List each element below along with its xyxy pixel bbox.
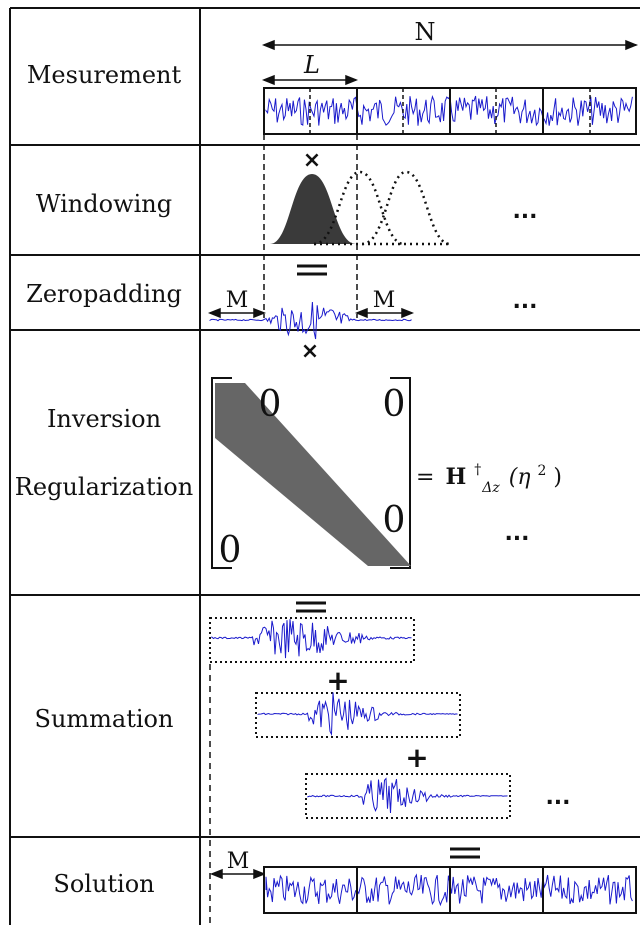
- n-label: N: [415, 18, 436, 46]
- l-label: L: [303, 51, 320, 79]
- solution-waveform: [265, 873, 633, 907]
- matrix-zero-mid-right: 0: [383, 500, 406, 541]
- summation-box-2: [255, 692, 461, 738]
- zeropadding-ellipsis: ...: [512, 289, 537, 314]
- stage-label-windowing: Windowing: [35, 190, 173, 218]
- table-grid: [9, 7, 640, 925]
- matrix-zero-bottom-left: 0: [219, 530, 242, 571]
- inversion-ellipsis: ...: [504, 521, 529, 546]
- stage-label-regularization: Regularization: [14, 473, 194, 501]
- window-dotted-3: [361, 170, 451, 246]
- m-left-label: M: [226, 288, 249, 313]
- m-solution-arrow: [209, 868, 267, 880]
- times-symbol-inversion: ×: [301, 339, 319, 364]
- summation-waveform-2: [257, 692, 458, 737]
- equals-zeropadding: [297, 264, 327, 276]
- stage-label-inversion: Inversion: [46, 405, 162, 433]
- segment-midlines: [309, 88, 591, 134]
- stage-label-zeropadding: Zeropadding: [26, 280, 182, 308]
- summation-ellipsis: ...: [545, 785, 570, 810]
- stage-label-summation: Summation: [34, 705, 174, 733]
- matrix-zero-top-left: 0: [259, 384, 282, 425]
- matrix-brackets: [211, 377, 411, 569]
- m-right-arrow: [354, 307, 415, 319]
- m-left-arrow: [207, 307, 267, 319]
- equals-summation: [296, 601, 326, 613]
- inversion-row: × 0 0 0 0 = H † Δz (η 2 ) ...: [211, 339, 562, 571]
- solution-row: M: [209, 847, 637, 914]
- zeropadded-waveform: [209, 301, 412, 340]
- stage-label-measurement: Mesurement: [26, 61, 182, 89]
- matrix-result-formula: = H † Δz (η 2 ): [416, 455, 562, 498]
- zeropadding-row: M M ...: [207, 264, 538, 340]
- m-right-label: M: [373, 288, 396, 313]
- window-filled: [270, 174, 356, 244]
- windowing-ellipsis: ...: [512, 199, 537, 224]
- summation-waveform-1: [211, 619, 412, 659]
- plus-symbol-2: +: [405, 741, 428, 774]
- window-guide-lines: [263, 134, 358, 318]
- segment-dividers: [356, 88, 544, 134]
- windowing-row: × ...: [270, 148, 538, 246]
- stage-label-solution: Solution: [53, 870, 155, 898]
- summation-waveform-3: [307, 777, 508, 814]
- plus-symbol-1: +: [326, 664, 349, 697]
- n-length-arrow: [261, 39, 639, 51]
- measurement-waveform: [265, 95, 633, 127]
- summation-row: + + ...: [209, 601, 571, 925]
- equals-solution: [450, 847, 480, 859]
- m-solution-label: M: [227, 849, 250, 874]
- l-length-arrow: [261, 74, 359, 86]
- measurement-row: N L: [261, 18, 639, 135]
- matrix-diagonal-band: [215, 383, 411, 566]
- summation-box-1: [209, 617, 415, 663]
- matrix-zero-top-right: 0: [383, 384, 406, 425]
- window-dotted-2: [313, 170, 405, 246]
- times-symbol-windowing: ×: [303, 148, 321, 173]
- summation-box-3: [305, 773, 511, 819]
- solution-dividers: [356, 867, 544, 913]
